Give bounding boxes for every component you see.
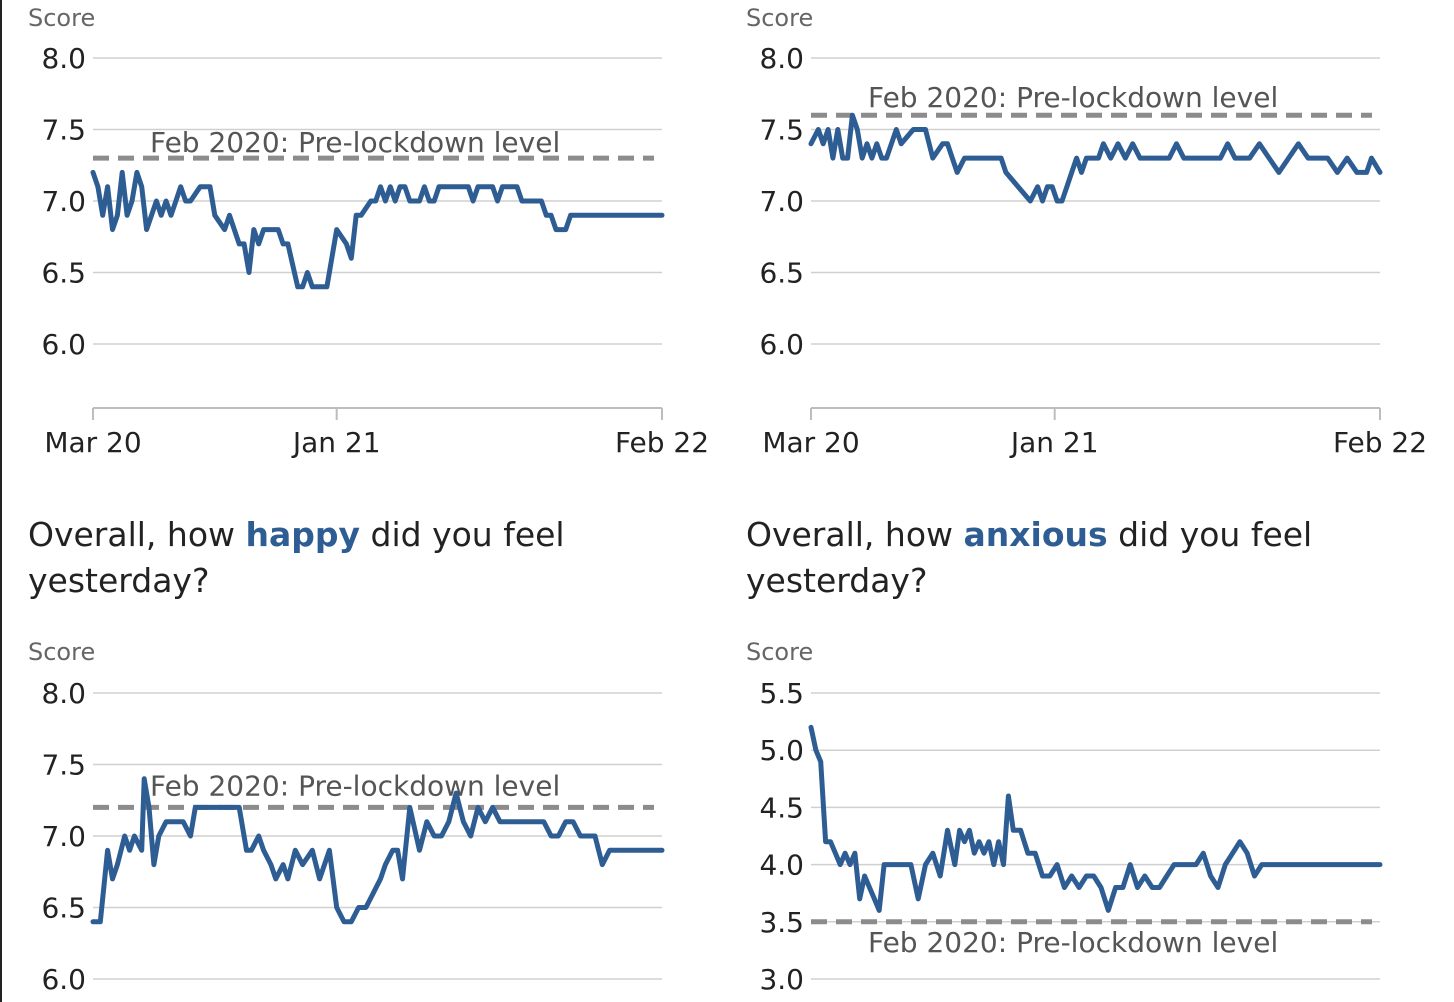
- y-tick-label: 5.0: [759, 734, 804, 767]
- happy-question-post: did you feel yesterday?: [28, 515, 565, 600]
- y-tick-label: 6.0: [41, 328, 86, 361]
- chart-happy: Score 8.0 7.5 7.0 6.5 6.0 Feb 2020: Pre-lockdo…: [0, 634, 720, 1002]
- anxious-keyword: anxious: [963, 515, 1108, 554]
- chart-svg: Score 8.0 7.5 7.0 6.5 6.0 Mar 20 Jan 21 Feb 22 Fe…: [28, 4, 709, 459]
- y-tick-label: 8.0: [41, 677, 86, 710]
- x-tick-label: Jan 21: [291, 426, 381, 459]
- y-tick-label: 7.5: [759, 114, 804, 147]
- chart-svg: Score 8.0 7.5 7.0 6.5 6.0 Mar 20 Jan 21 Feb 22 Fe…: [746, 4, 1427, 459]
- y-tick-label: 6.0: [759, 328, 804, 361]
- y-tick-label: 5.5: [759, 677, 804, 710]
- anxious-question-pre: Overall, how: [746, 515, 964, 554]
- y-tick-label: 7.0: [41, 185, 86, 218]
- reference-label: Feb 2020: Pre-lockdown level: [868, 81, 1278, 114]
- y-tick-label: 3.5: [759, 906, 804, 939]
- series-line: [808, 112, 1383, 204]
- y-axis-label: Score: [746, 4, 813, 32]
- x-tick-label: Jan 21: [1009, 426, 1099, 459]
- y-tick-label: 6.0: [41, 963, 86, 996]
- series-line: [90, 776, 665, 925]
- y-tick-label: 7.0: [759, 185, 804, 218]
- happy-question-pre: Overall, how: [28, 515, 246, 554]
- y-tick-label: 6.5: [759, 257, 804, 290]
- happy-question-heading: Overall, how happy did you feel yesterda…: [28, 512, 588, 604]
- y-tick-label: 4.5: [759, 791, 804, 824]
- x-tick-label: Feb 22: [615, 426, 709, 459]
- x-tick-label: Mar 20: [44, 426, 141, 459]
- y-axis-label: Score: [746, 638, 813, 666]
- reference-label: Feb 2020: Pre-lockdown level: [150, 126, 560, 159]
- x-tick-label: Feb 22: [1333, 426, 1427, 459]
- y-tick-label: 7.0: [41, 820, 86, 853]
- series-line: [90, 169, 665, 290]
- y-tick-label: 8.0: [759, 42, 804, 75]
- y-tick-label: 6.5: [41, 892, 86, 925]
- reference-label: Feb 2020: Pre-lockdown level: [150, 769, 560, 802]
- anxious-question-heading: Overall, how anxious did you feel yester…: [746, 512, 1326, 604]
- chart-anxious: Score 5.5 5.0 4.5 4.0 3.5 3.0 Feb 2020: Pre-loc…: [718, 634, 1454, 1002]
- y-axis-label: Score: [28, 638, 95, 666]
- y-tick-label: 7.5: [41, 749, 86, 782]
- chart-top-right: Score 8.0 7.5 7.0 6.5 6.0 Mar 20 Jan 21 Feb 22 Fe…: [718, 0, 1454, 470]
- series-line: [808, 724, 1383, 913]
- y-tick-label: 7.5: [41, 114, 86, 147]
- chart-svg: Score 8.0 7.5 7.0 6.5 6.0 Feb 2020: Pre-lockdo…: [28, 638, 665, 996]
- reference-label: Feb 2020: Pre-lockdown level: [868, 926, 1278, 959]
- chart-top-left: Score 8.0 7.5 7.0 6.5 6.0 Mar 20 Jan 21 Feb 22 Fe…: [0, 0, 720, 470]
- y-tick-label: 4.0: [759, 849, 804, 882]
- anxious-question-post: did you feel yesterday?: [746, 515, 1313, 600]
- chart-svg: Score 5.5 5.0 4.5 4.0 3.5 3.0 Feb 2020: Pre-loc…: [746, 638, 1383, 996]
- x-tick-label: Mar 20: [762, 426, 859, 459]
- y-tick-label: 6.5: [41, 257, 86, 290]
- y-tick-label: 8.0: [41, 42, 86, 75]
- page-left-border: [0, 0, 2, 1002]
- y-axis-label: Score: [28, 4, 95, 32]
- y-tick-label: 3.0: [759, 963, 804, 996]
- happy-keyword: happy: [245, 515, 361, 554]
